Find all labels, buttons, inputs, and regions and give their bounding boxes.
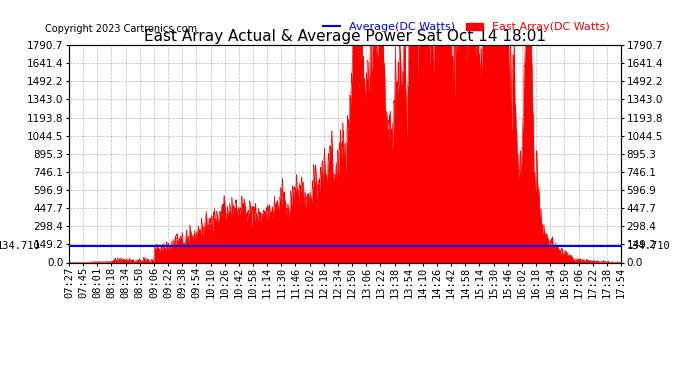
Legend: Average(DC Watts), East Array(DC Watts): Average(DC Watts), East Array(DC Watts): [324, 22, 609, 32]
Text: Copyright 2023 Cartronics.com: Copyright 2023 Cartronics.com: [45, 24, 197, 34]
Title: East Array Actual & Average Power Sat Oct 14 18:01: East Array Actual & Average Power Sat Oc…: [144, 29, 546, 44]
Text: 134.710: 134.710: [0, 241, 41, 251]
Text: 134.710: 134.710: [627, 241, 670, 251]
